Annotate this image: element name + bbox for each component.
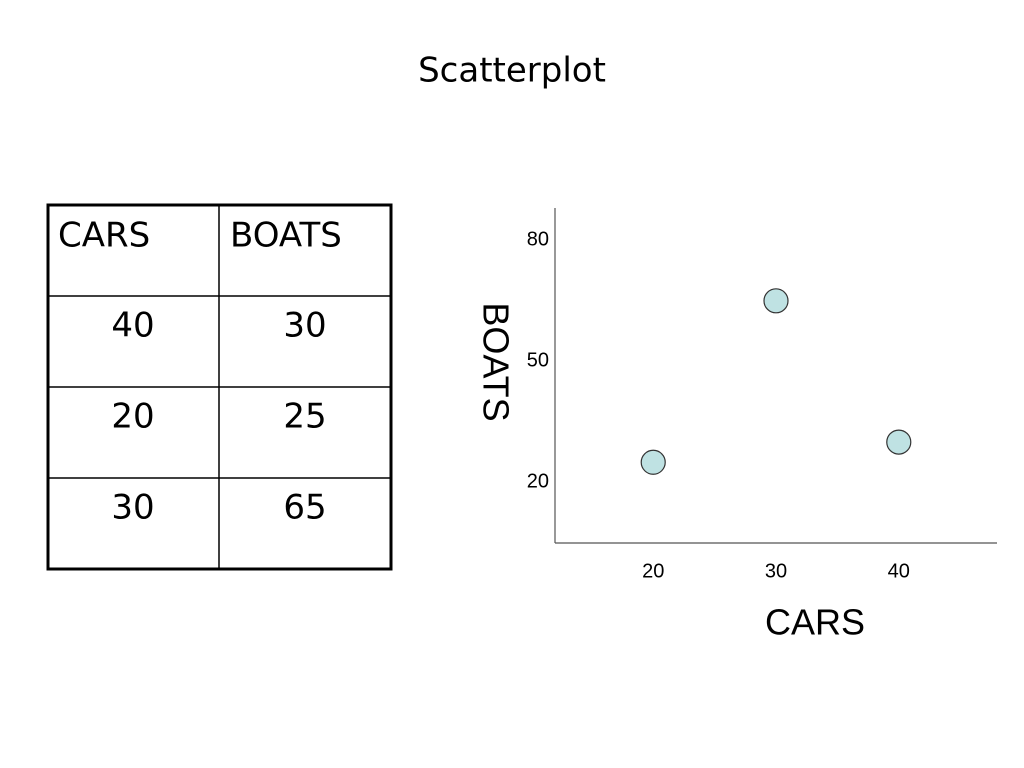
table-cell: 40 — [111, 306, 154, 346]
plot-axes: CARS BOATS — [475, 208, 997, 643]
table-cell: 20 — [111, 397, 154, 437]
table-cell: 30 — [111, 488, 154, 528]
y-tick-label: 20 — [527, 471, 549, 493]
table-header: BOATS — [230, 216, 342, 256]
slide-title: Scatterplot — [418, 51, 606, 91]
x-tick-label: 20 — [642, 560, 664, 582]
x-axis-label: CARS — [765, 602, 865, 643]
y-tick-label: 80 — [527, 229, 549, 251]
scatter-point — [886, 429, 912, 455]
x-tick-label: 30 — [765, 560, 787, 582]
data-table: CARS BOATS 40 30 20 25 30 65 — [46, 203, 393, 571]
scatter-point — [763, 288, 789, 314]
y-tick-label: 50 — [527, 350, 549, 372]
table-cell: 30 — [283, 306, 326, 346]
table-cell: 25 — [283, 397, 326, 437]
table-header: CARS — [58, 216, 150, 256]
x-tick-label: 40 — [888, 560, 910, 582]
table-cell: 65 — [283, 488, 326, 528]
scatter-point — [640, 449, 666, 475]
y-axis-label: BOATS — [475, 302, 516, 421]
